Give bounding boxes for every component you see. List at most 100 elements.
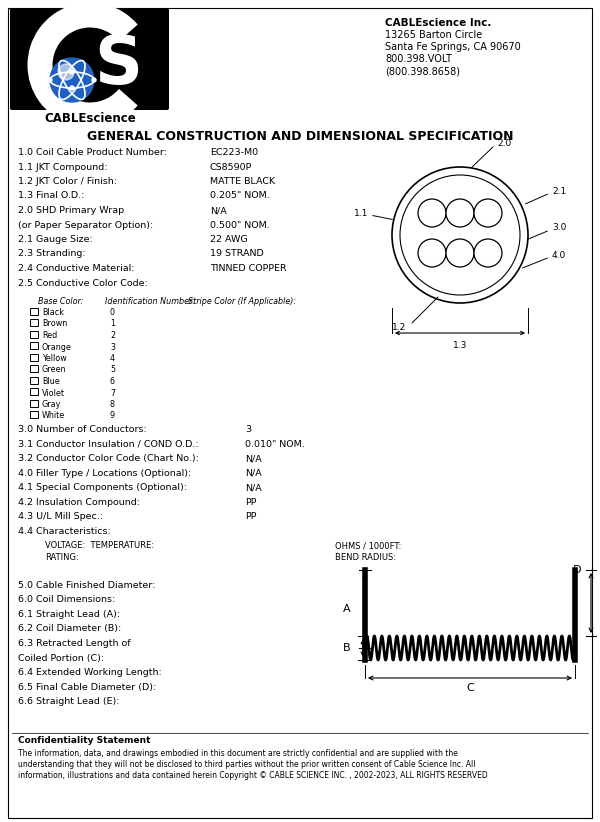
Circle shape (474, 199, 502, 227)
Circle shape (48, 78, 52, 82)
Text: Santa Fe Springs, CA 90670: Santa Fe Springs, CA 90670 (385, 42, 521, 52)
Text: 13265 Barton Circle: 13265 Barton Circle (385, 30, 482, 40)
Text: 4.1 Special Components (Optional):: 4.1 Special Components (Optional): (18, 483, 187, 492)
Text: 7: 7 (110, 389, 115, 398)
Text: 1.2: 1.2 (392, 322, 406, 331)
Circle shape (418, 239, 446, 267)
Text: N/A: N/A (245, 454, 262, 463)
Bar (30, 331, 38, 338)
Text: 6.3 Retracted Length of: 6.3 Retracted Length of (18, 639, 131, 648)
Bar (30, 320, 38, 326)
Text: GENERAL CONSTRUCTION AND DIMENSIONAL SPECIFICATION: GENERAL CONSTRUCTION AND DIMENSIONAL SPE… (87, 130, 513, 143)
Text: N/A: N/A (245, 483, 262, 492)
Text: Violet: Violet (42, 389, 65, 398)
Text: D: D (572, 565, 581, 575)
Text: 3.0: 3.0 (552, 224, 566, 233)
Text: Red: Red (42, 331, 57, 340)
Text: Brown: Brown (42, 320, 67, 329)
Text: 1.1: 1.1 (354, 209, 368, 218)
Text: 9: 9 (110, 412, 115, 421)
Text: MATTE BLACK: MATTE BLACK (210, 177, 275, 186)
Text: N/A: N/A (245, 469, 262, 478)
Text: 2.0: 2.0 (497, 138, 511, 147)
Text: 8: 8 (110, 400, 115, 409)
Text: Green: Green (42, 366, 67, 375)
Text: 5: 5 (110, 366, 115, 375)
Text: 0.010" NOM.: 0.010" NOM. (245, 440, 305, 449)
Text: 6: 6 (110, 377, 115, 386)
Text: 2: 2 (110, 331, 115, 340)
Bar (30, 377, 38, 384)
Bar (30, 308, 38, 315)
Text: 6.1 Straight Lead (A):: 6.1 Straight Lead (A): (18, 610, 120, 619)
Text: BEND RADIUS:: BEND RADIUS: (335, 553, 396, 562)
Text: 1.3: 1.3 (453, 341, 467, 350)
Text: RATING:: RATING: (45, 553, 79, 562)
Text: 3.2 Conductor Color Code (Chart No.):: 3.2 Conductor Color Code (Chart No.): (18, 454, 199, 463)
Text: 2.1 Gauge Size:: 2.1 Gauge Size: (18, 235, 93, 244)
Text: CABLEscience Inc.: CABLEscience Inc. (385, 18, 491, 28)
Text: 6.5 Final Cable Diameter (D):: 6.5 Final Cable Diameter (D): (18, 682, 156, 691)
Text: OHMS / 1000FT:: OHMS / 1000FT: (335, 542, 401, 551)
Text: Identification Number:: Identification Number: (105, 297, 195, 306)
Text: 4: 4 (110, 354, 115, 363)
Text: 6.4 Extended Working Length:: 6.4 Extended Working Length: (18, 668, 162, 677)
Bar (30, 412, 38, 418)
Text: 4.3 U/L Mill Spec.:: 4.3 U/L Mill Spec.: (18, 512, 103, 521)
Text: understanding that they will not be disclosed to third parties without the prior: understanding that they will not be disc… (18, 760, 476, 769)
Text: 3.0 Number of Conductors:: 3.0 Number of Conductors: (18, 425, 147, 434)
Text: CS8590P: CS8590P (210, 163, 253, 172)
Text: The information, data, and drawings embodied in this document are strictly confi: The information, data, and drawings embo… (18, 749, 458, 758)
Text: 5.0 Cable Finished Diameter:: 5.0 Cable Finished Diameter: (18, 581, 155, 590)
Bar (30, 366, 38, 372)
Text: A: A (343, 604, 351, 614)
Text: information, illustrations and data contained herein Copyright © CABLE SCIENCE I: information, illustrations and data cont… (18, 771, 488, 780)
Text: Coiled Portion (C):: Coiled Portion (C): (18, 653, 104, 663)
Text: Confidentiality Statement: Confidentiality Statement (18, 736, 151, 745)
Circle shape (58, 64, 74, 80)
Text: 2.4 Conductive Material:: 2.4 Conductive Material: (18, 264, 134, 273)
Text: 22 AWG: 22 AWG (210, 235, 248, 244)
Text: VOLTAGE:  TEMPERATURE:: VOLTAGE: TEMPERATURE: (45, 542, 154, 551)
Text: PP: PP (245, 497, 257, 506)
Text: 0.500" NOM.: 0.500" NOM. (210, 220, 270, 229)
Text: Orange: Orange (42, 343, 72, 352)
Text: 19 STRAND: 19 STRAND (210, 250, 264, 258)
FancyBboxPatch shape (10, 8, 169, 110)
Bar (30, 389, 38, 395)
Text: 0.205" NOM.: 0.205" NOM. (210, 192, 270, 201)
Text: 4.0 Filler Type / Locations (Optional):: 4.0 Filler Type / Locations (Optional): (18, 469, 191, 478)
Text: 2.1: 2.1 (552, 187, 566, 196)
Circle shape (474, 239, 502, 267)
Text: (800.398.8658): (800.398.8658) (385, 66, 460, 76)
Text: 0: 0 (110, 308, 115, 317)
Text: Gray: Gray (42, 400, 61, 409)
Text: B: B (343, 643, 351, 653)
Text: 4.2 Insulation Compound:: 4.2 Insulation Compound: (18, 497, 140, 506)
Text: 6.0 Coil Dimensions:: 6.0 Coil Dimensions: (18, 595, 115, 604)
Text: 1: 1 (110, 320, 115, 329)
Text: Stripe Color (If Applicable):: Stripe Color (If Applicable): (188, 297, 296, 306)
Text: 3.1 Conductor Insulation / COND O.D.:: 3.1 Conductor Insulation / COND O.D.: (18, 440, 199, 449)
Text: 6.6 Straight Lead (E):: 6.6 Straight Lead (E): (18, 697, 119, 706)
Text: Yellow: Yellow (42, 354, 67, 363)
Circle shape (92, 78, 96, 82)
Text: (or Paper Separator Option):: (or Paper Separator Option): (18, 220, 153, 229)
Text: 2.0 SHD Primary Wrap: 2.0 SHD Primary Wrap (18, 206, 124, 215)
Circle shape (392, 167, 528, 303)
Text: 3: 3 (245, 425, 251, 434)
Text: 6.2 Coil Diameter (B):: 6.2 Coil Diameter (B): (18, 625, 121, 634)
Text: Black: Black (42, 308, 64, 317)
Bar (30, 354, 38, 361)
Circle shape (400, 175, 520, 295)
Text: White: White (42, 412, 65, 421)
Text: 1.3 Final O.D.:: 1.3 Final O.D.: (18, 192, 85, 201)
Text: 4.0: 4.0 (552, 251, 566, 260)
Text: 800.398.VOLT: 800.398.VOLT (385, 54, 452, 64)
Text: N/A: N/A (210, 206, 227, 215)
Circle shape (446, 239, 474, 267)
Bar (30, 343, 38, 349)
Circle shape (70, 86, 74, 90)
Text: 1.2 JKT Color / Finish:: 1.2 JKT Color / Finish: (18, 177, 117, 186)
Text: CABLEscience: CABLEscience (44, 112, 136, 125)
